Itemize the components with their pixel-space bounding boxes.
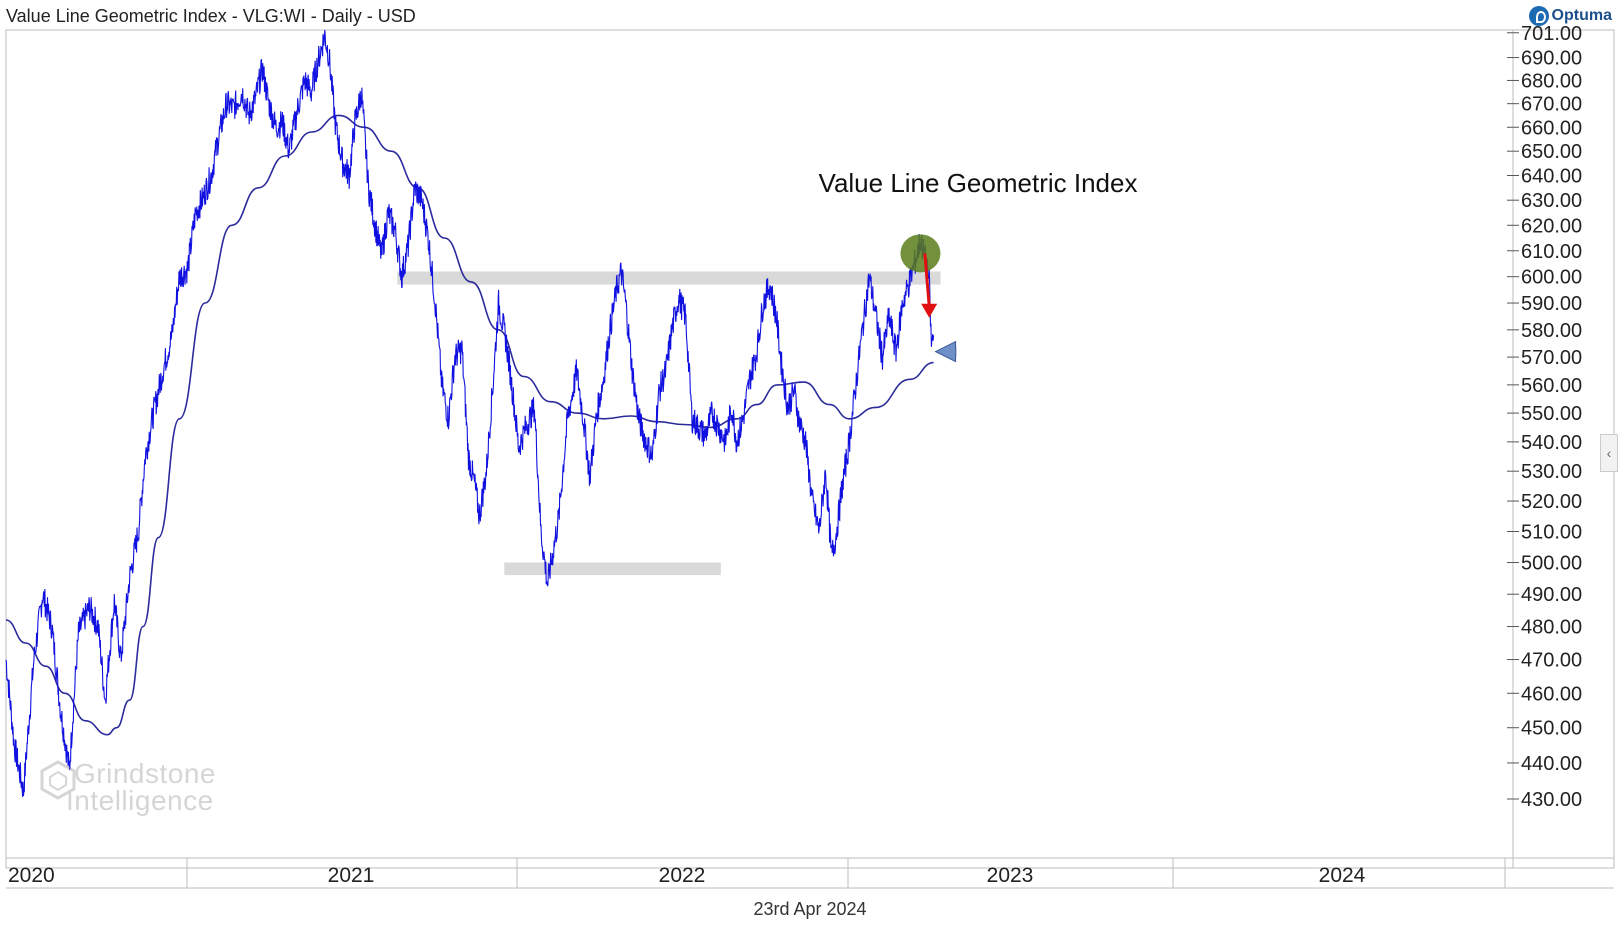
chart-title: Value Line Geometric Index <box>819 168 1138 198</box>
chart-header-title: Value Line Geometric Index - VLG:WI - Da… <box>6 6 416 26</box>
y-tick-label: 460.00 <box>1521 683 1582 705</box>
drop-arrow-head <box>921 303 938 318</box>
y-tick-label: 540.00 <box>1521 432 1582 454</box>
x-tick-label: 2023 <box>987 864 1034 887</box>
watermark-line1: Grindstone <box>74 758 216 789</box>
y-tick-label: 550.00 <box>1521 403 1582 425</box>
y-axis: 701.00 690.00680.00670.00660.00650.00640.… <box>1507 23 1582 811</box>
x-tick-label: 2024 <box>1319 864 1366 887</box>
y-tick-label: 620.00 <box>1521 215 1582 237</box>
price-line <box>5 29 935 798</box>
x-axis: 2020 2021 2022 2023 2024 <box>6 858 1614 889</box>
support-zone <box>504 562 721 576</box>
collapse-panel-button[interactable]: ‹ <box>1600 434 1618 472</box>
y-tick-label: 660.00 <box>1521 117 1582 139</box>
y-tick-label: 490.00 <box>1521 584 1582 606</box>
y-tick-label: 500.00 <box>1521 553 1582 575</box>
y-tick-label: 680.00 <box>1521 70 1582 92</box>
annotation-layer <box>900 234 957 363</box>
y-tick-label: 600.00 <box>1521 267 1582 289</box>
recent-high-highlight <box>900 234 941 273</box>
y-tick-label: 440.00 <box>1521 753 1582 775</box>
chevron-left-icon: ‹ <box>1606 445 1612 461</box>
y-tick-label: 530.00 <box>1521 461 1582 483</box>
y-tick-label: 690.00 <box>1521 48 1582 70</box>
brand-logo: Optuma <box>1528 5 1612 27</box>
hexagon-logo-icon <box>40 760 76 800</box>
watermark-line2: Intelligence <box>66 785 214 816</box>
y-tick-label: 480.00 <box>1521 617 1582 639</box>
x-tick-label: 2022 <box>659 864 706 887</box>
x-tick-label: 2020 <box>8 864 55 887</box>
resistance-zone <box>397 271 941 285</box>
y-tick-label: 470.00 <box>1521 650 1582 672</box>
brand-name: Optuma <box>1551 7 1612 24</box>
y-tick-label: 430.00 <box>1521 789 1582 811</box>
price-zones <box>397 271 941 576</box>
y-tick-label: 510.00 <box>1521 521 1582 543</box>
footer-date: 23rd Apr 2024 <box>753 899 867 919</box>
optuma-logo-icon <box>1528 6 1549 26</box>
y-tick-label: 450.00 <box>1521 718 1582 740</box>
y-tick-label: 570.00 <box>1521 347 1582 369</box>
moving-average-layer <box>5 114 934 736</box>
x-tick-label: 2021 <box>328 864 375 887</box>
y-tick-label: 640.00 <box>1521 165 1582 187</box>
moving-average-line <box>5 114 934 736</box>
plot-frame <box>5 29 1615 869</box>
y-tick-label: 650.00 <box>1521 141 1582 163</box>
y-tick-label: 560.00 <box>1521 375 1582 397</box>
y-tick-label: 701.00 <box>1521 23 1582 45</box>
moving-average-touch-arrow <box>934 340 957 363</box>
y-tick-label: 670.00 <box>1521 94 1582 116</box>
y-tick-label: 520.00 <box>1521 491 1582 513</box>
watermark-logo: Grindstone Intelligence <box>38 758 238 828</box>
y-tick-label: 590.00 <box>1521 293 1582 315</box>
y-tick-label: 610.00 <box>1521 241 1582 263</box>
y-tick-label: 580.00 <box>1521 320 1582 342</box>
drop-arrow-shaft <box>923 253 931 306</box>
y-tick-label: 630.00 <box>1521 190 1582 212</box>
price-series-layer <box>5 29 935 798</box>
